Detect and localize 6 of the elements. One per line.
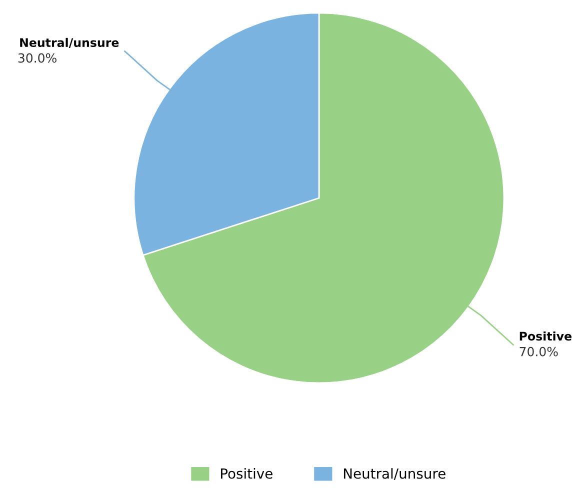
- legend-label: Neutral/unsure: [344, 468, 446, 480]
- data-label: 30.0%: [18, 53, 56, 63]
- legend-label: Positive: [221, 468, 272, 479]
- slice-label: Positive: [520, 332, 572, 341]
- slice-label: Neutral/unsure: [20, 38, 119, 48]
- data-label: 70.0%: [520, 346, 558, 356]
